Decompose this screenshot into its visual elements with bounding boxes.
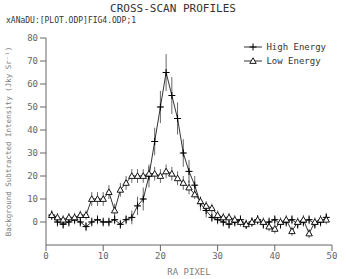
svg-text:20: 20: [27, 171, 38, 181]
svg-text:50: 50: [327, 251, 338, 261]
svg-text:40: 40: [269, 251, 280, 261]
html-text:Low Energy: Low Energy: [266, 56, 321, 66]
html-text:CROSS-SCAN PROFILES: CROSS-SCAN PROFILES: [110, 2, 236, 15]
svg-text:Background Subtracted Intensit: Background Subtracted Intensity (Jky Sr⁻…: [8, 47, 13, 237]
svg-text:10: 10: [27, 194, 38, 204]
svg-text:80: 80: [27, 33, 38, 43]
svg-text:30: 30: [212, 251, 223, 261]
html-text:High Energy: High Energy: [266, 42, 326, 52]
html-text:xANaDU:[PLOT.ODP]FIG4.ODP;1: xANaDU:[PLOT.ODP]FIG4.ODP;1: [6, 16, 136, 25]
svg-text:30: 30: [27, 148, 38, 158]
svg-text:20: 20: [155, 251, 166, 261]
svg-text:10: 10: [98, 251, 109, 261]
svg-text:0: 0: [43, 251, 48, 261]
svg-text:RA PIXEL: RA PIXEL: [167, 267, 210, 277]
svg-text:70: 70: [27, 56, 38, 66]
svg-text:0: 0: [33, 217, 38, 227]
svg-text:60: 60: [27, 79, 38, 89]
svg-text:40: 40: [27, 125, 38, 135]
svg-text:50: 50: [27, 102, 38, 112]
